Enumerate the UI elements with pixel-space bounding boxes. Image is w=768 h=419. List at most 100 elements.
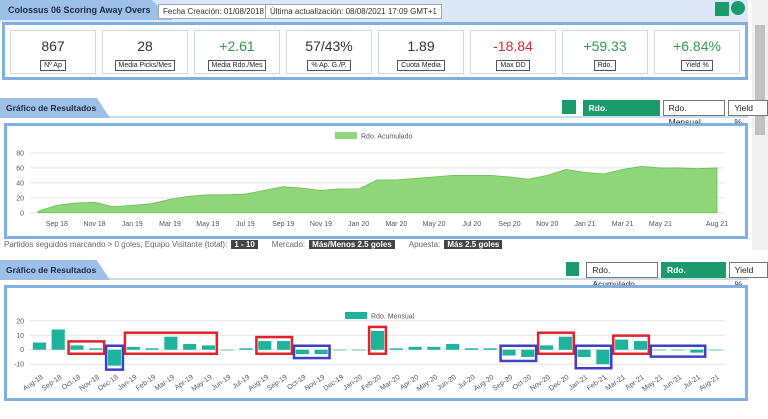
bar — [464, 348, 478, 350]
legend-swatch — [345, 312, 367, 319]
x-tick-label: Aug 21 — [706, 221, 728, 228]
area — [37, 166, 718, 214]
bar — [258, 341, 272, 350]
x-tick-label: May-19 — [190, 374, 213, 393]
x-tick-label: Sep-20 — [492, 374, 515, 393]
stat-label: Media Rdo./Mes — [207, 60, 267, 71]
stat-box: 867 Nº Ap — [10, 30, 96, 74]
x-tick-label: Jan-20 — [342, 374, 364, 392]
x-tick-label: Mar-19 — [154, 374, 176, 393]
bar — [145, 348, 159, 350]
info-row: Partidos seguidos marcando > 0 goles, Eq… — [4, 240, 748, 249]
x-tick-label: May 21 — [649, 221, 672, 228]
x-tick-label: Jan 21 — [574, 221, 595, 228]
settings-icon[interactable] — [731, 1, 745, 15]
x-tick-label: Jun-20 — [436, 374, 458, 392]
x-tick-label: Aug-21 — [698, 374, 721, 393]
highlight-box — [612, 334, 651, 355]
bar — [295, 349, 309, 355]
x-tick-label: Mar-21 — [605, 374, 627, 393]
stat-label: Max DD — [496, 60, 530, 71]
bar — [389, 348, 403, 350]
x-tick-label: May 20 — [423, 221, 446, 228]
x-tick-label: Sep-18 — [41, 374, 64, 393]
x-tick-label: Aug-19 — [247, 374, 270, 393]
bar — [239, 348, 253, 350]
bar — [126, 346, 140, 350]
bar — [314, 349, 328, 355]
x-tick-label: Mar 21 — [612, 221, 634, 228]
bar — [558, 336, 572, 350]
x-tick-label: Mar-20 — [379, 374, 401, 393]
x-tick-label: Feb-20 — [360, 374, 382, 393]
created-date: Fecha Creación: 01/08/2018 — [158, 4, 269, 19]
x-tick-label: Nov 20 — [536, 221, 558, 228]
x-tick-label: Jan 20 — [348, 221, 369, 228]
download-icon[interactable] — [715, 2, 729, 16]
bar — [277, 341, 291, 350]
x-tick-label: Nov-19 — [304, 374, 327, 393]
bar — [220, 349, 234, 351]
tab-button[interactable]: Rdo. Mensual — [660, 262, 726, 289]
info-text: Mercado: — [271, 240, 306, 249]
y-tick-label: -10 — [14, 362, 24, 369]
x-tick-label: May-20 — [416, 374, 439, 393]
bar — [502, 349, 516, 356]
stat-value: +59.33 — [583, 38, 627, 54]
y-tick-label: 20 — [16, 195, 24, 202]
x-tick-label: Nov 19 — [310, 221, 332, 228]
y-tick-label: 40 — [16, 180, 24, 187]
x-tick-label: Dec-20 — [548, 374, 571, 393]
stat-box: -18.84 Max DD — [470, 30, 556, 74]
section-title: Gráfico de Resultados — [0, 98, 110, 118]
stat-label: % Ap. G./P. — [307, 60, 351, 71]
scroll-thumb[interactable] — [755, 25, 765, 135]
bar — [32, 342, 46, 350]
download-button[interactable] — [562, 100, 576, 114]
highlight-box — [292, 344, 331, 360]
highlight-box — [367, 325, 388, 355]
bar — [671, 349, 685, 351]
x-tick-label: Dec-18 — [97, 374, 120, 393]
tab-button[interactable]: Yield % — [728, 100, 768, 127]
highlight-box — [123, 331, 219, 355]
bar — [596, 349, 610, 365]
download-button[interactable] — [566, 262, 580, 276]
tab-button[interactable]: Rdo. Acumulado — [586, 262, 658, 289]
info-text: 1 - 10 — [231, 240, 258, 249]
tab-button[interactable]: Rdo. Mensual — [662, 100, 726, 127]
y-tick-label: 80 — [16, 150, 24, 157]
legend-label: Rdo. Mensual — [371, 314, 415, 321]
stat-label: Rdo. — [593, 60, 617, 71]
bar — [690, 349, 704, 353]
tab-button[interactable]: Yield % — [728, 262, 768, 289]
x-tick-label: Mar 19 — [159, 221, 181, 228]
bar — [446, 343, 460, 350]
tab-button[interactable]: Rdo. Acumulado — [582, 100, 660, 127]
y-tick-label: 0 — [20, 347, 24, 354]
updated-date: Última actualización: 08/08/2021 17:09 G… — [265, 4, 442, 19]
stat-label: Media Picks/Mes — [114, 60, 176, 71]
x-tick-label: Sep 19 — [272, 221, 294, 228]
stat-value: +6.84% — [673, 38, 721, 54]
highlight-box — [104, 344, 125, 371]
x-tick-label: Jan-21 — [568, 374, 590, 392]
stat-value: +2.61 — [219, 38, 255, 54]
bar — [709, 349, 723, 351]
section-line — [0, 278, 748, 280]
y-tick-label: 0 — [20, 210, 24, 217]
stat-value: 1.89 — [407, 38, 435, 54]
stat-value: 28 — [137, 38, 153, 54]
button-group: Rdo. Acumulado Rdo. Mensual Yield % — [566, 262, 768, 289]
bar — [333, 349, 347, 351]
bar — [107, 349, 122, 366]
y-tick-label: 10 — [16, 333, 24, 340]
legend-label: Rdo. Acumulado — [361, 134, 412, 141]
stat-value: 57/43% — [305, 38, 353, 54]
bar — [370, 330, 385, 350]
highlight-box — [649, 344, 707, 358]
button-group: Rdo. Acumulado Rdo. Mensual Yield % — [562, 100, 768, 127]
stat-value: -18.84 — [493, 38, 533, 54]
bar — [483, 348, 497, 350]
